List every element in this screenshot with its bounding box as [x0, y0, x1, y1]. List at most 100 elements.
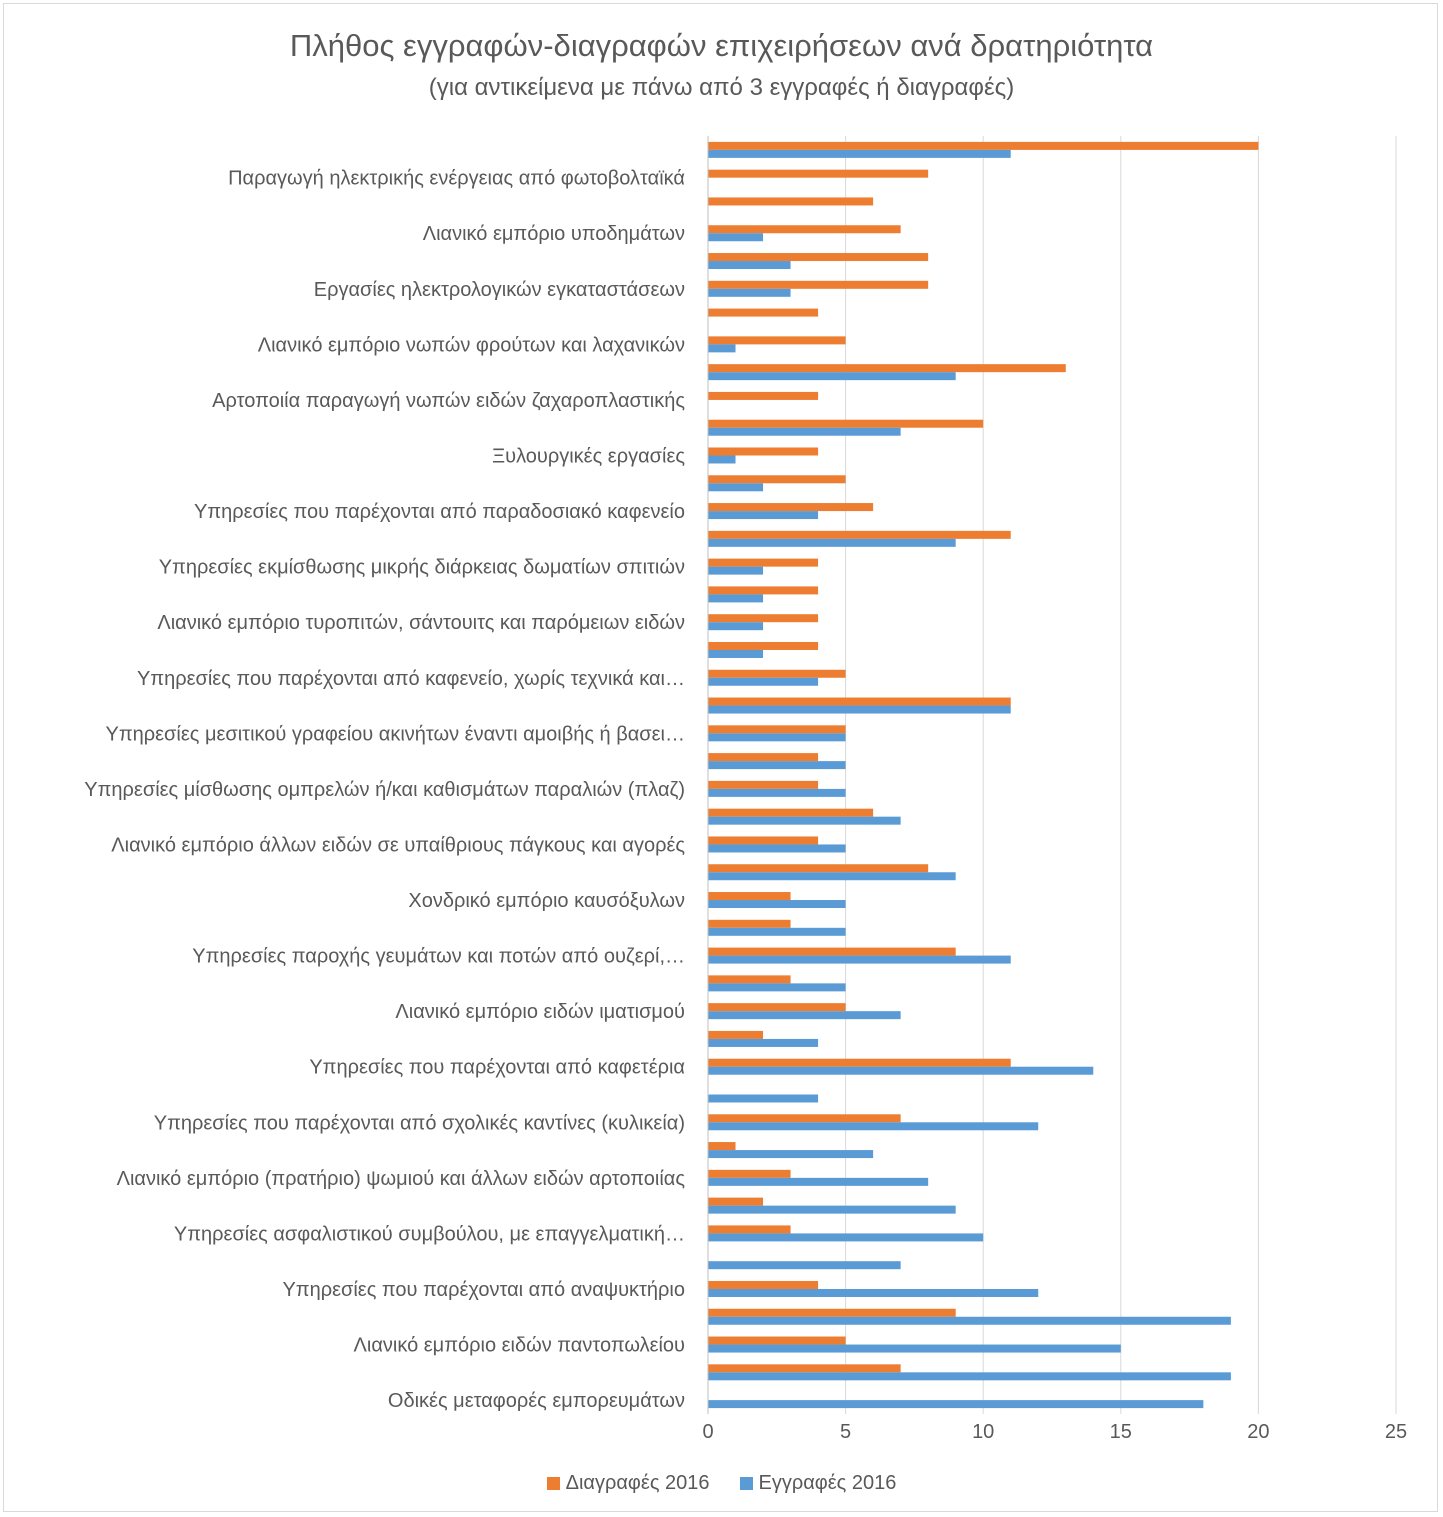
- category-label: Οδικές μεταφορές εμπορευμάτων: [388, 1390, 685, 1412]
- bar-eggrafes: [708, 427, 901, 436]
- category-label: Λιανικό εμπόριο (πρατήριο) ψωμιού και άλ…: [117, 1168, 686, 1190]
- bar-diagrafes: [708, 725, 846, 734]
- bar-diagrafes: [708, 1169, 791, 1178]
- bar-eggrafes: [708, 705, 1011, 714]
- bar-eggrafes: [708, 538, 956, 547]
- bar-diagrafes: [708, 1308, 956, 1317]
- x-tick-label: 0: [702, 1421, 713, 1443]
- category-label: Λιανικό εμπόριο ειδών ιματισμού: [395, 1001, 685, 1023]
- category-label: Αρτοποιία παραγωγή νωπών ειδών ζαχαροπλα…: [212, 390, 685, 412]
- bar-diagrafes: [708, 391, 819, 400]
- bar-diagrafes: [708, 141, 1259, 150]
- bar-eggrafes: [708, 1316, 1231, 1325]
- bar-diagrafes: [708, 780, 819, 789]
- bar-diagrafes: [708, 947, 956, 956]
- bar-eggrafes: [708, 900, 846, 909]
- bar-eggrafes: [708, 649, 764, 658]
- bar-eggrafes: [708, 1233, 984, 1242]
- bar-diagrafes: [708, 1114, 901, 1123]
- bar-diagrafes: [708, 836, 819, 845]
- bar-eggrafes: [708, 677, 819, 686]
- bar-diagrafes: [708, 1197, 764, 1206]
- category-label: Λιανικό εμπόριο άλλων ειδών σε υπαίθριου…: [111, 834, 685, 856]
- chart-legend: Διαγραφές 2016 Εγγραφές 2016: [0, 1472, 1443, 1495]
- category-label: Υπηρεσίες μίσθωσης ομπρελών ή/και καθισμ…: [84, 779, 685, 801]
- category-label: Υπηρεσίες ασφαλιστικού συμβούλου, με επα…: [174, 1223, 685, 1245]
- bar-diagrafes: [708, 753, 819, 762]
- category-label: Λιανικό εμπόριο ειδών παντοπωλείου: [354, 1335, 685, 1357]
- bar-diagrafes: [708, 503, 874, 512]
- bar-diagrafes: [708, 586, 819, 595]
- bar-eggrafes: [708, 1261, 901, 1270]
- bar-diagrafes: [708, 669, 846, 678]
- x-tick-label: 15: [1110, 1421, 1132, 1443]
- bar-eggrafes: [708, 1205, 956, 1214]
- category-label: Υπηρεσίες που παρέχονται από αναψυκτήριο: [282, 1279, 685, 1301]
- bar-eggrafes: [708, 594, 764, 603]
- bar-diagrafes: [708, 280, 929, 289]
- bar-diagrafes: [708, 864, 929, 873]
- x-tick-label: 20: [1247, 1421, 1269, 1443]
- legend-swatch-diagrafes: [546, 1477, 560, 1490]
- bar-eggrafes: [708, 372, 956, 381]
- bar-eggrafes: [708, 1038, 819, 1047]
- bar-eggrafes: [708, 622, 764, 631]
- bar-diagrafes: [708, 558, 819, 567]
- category-label: Λιανικό εμπόριο υποδημάτων: [423, 223, 685, 245]
- bar-eggrafes: [708, 872, 956, 881]
- bar-eggrafes: [708, 788, 846, 797]
- bar-diagrafes: [708, 336, 846, 345]
- category-label: Υπηρεσίες εκμίσθωσης μικρής διάρκειας δω…: [159, 557, 685, 579]
- bar-diagrafes: [708, 1364, 901, 1373]
- category-label: Υπηρεσίες που παρέχονται από καφενείο, χ…: [137, 668, 685, 690]
- bar-diagrafes: [708, 919, 791, 928]
- bar-eggrafes: [708, 1066, 1094, 1075]
- bar-eggrafes: [708, 233, 764, 242]
- legend-item-eggrafes: Εγγραφές 2016: [739, 1472, 897, 1495]
- bar-eggrafes: [708, 455, 736, 464]
- bar-diagrafes: [708, 475, 846, 484]
- bar-diagrafes: [708, 1142, 736, 1151]
- bar-eggrafes: [708, 844, 846, 853]
- bar-diagrafes: [708, 1030, 764, 1039]
- bar-eggrafes: [708, 149, 1011, 158]
- legend-label-eggrafes: Εγγραφές 2016: [758, 1472, 897, 1494]
- legend-item-diagrafes: Διαγραφές 2016: [546, 1472, 710, 1495]
- bar-eggrafes: [708, 927, 846, 936]
- category-label: Λιανικό εμπόριο τυροπιτών, σάντουιτς και…: [157, 612, 685, 634]
- category-label: Παραγωγή ηλεκτρικής ενέργειας από φωτοβο…: [228, 168, 685, 190]
- legend-label-diagrafes: Διαγραφές 2016: [565, 1472, 710, 1494]
- category-label: Υπηρεσίες μεσιτικού γραφείου ακινήτων έν…: [105, 723, 685, 745]
- bar-diagrafes: [708, 364, 1066, 373]
- bar-diagrafes: [708, 697, 1011, 706]
- bar-diagrafes: [708, 530, 1011, 539]
- bar-diagrafes: [708, 1336, 846, 1345]
- bar-diagrafes: [708, 447, 819, 456]
- bar-diagrafes: [708, 1225, 791, 1234]
- bar-eggrafes: [708, 483, 764, 492]
- bar-diagrafes: [708, 892, 791, 901]
- bar-diagrafes: [708, 641, 819, 650]
- bar-eggrafes: [708, 761, 846, 770]
- bar-diagrafes: [708, 1058, 1011, 1067]
- bar-eggrafes: [708, 511, 819, 520]
- category-label: Υπηρεσίες παροχής γευμάτων και ποτών από…: [192, 946, 685, 968]
- bar-diagrafes: [708, 614, 819, 623]
- bar-diagrafes: [708, 1003, 846, 1012]
- bar-eggrafes: [708, 955, 1011, 964]
- bar-eggrafes: [708, 566, 764, 575]
- bar-eggrafes: [708, 983, 846, 992]
- category-label: Ξυλουργικές εργασίες: [492, 446, 685, 468]
- bar-diagrafes: [708, 975, 791, 984]
- bar-eggrafes: [708, 816, 901, 825]
- x-tick-label: 10: [972, 1421, 994, 1443]
- bar-diagrafes: [708, 308, 819, 317]
- bar-diagrafes: [708, 225, 901, 234]
- category-label: Υπηρεσίες που παρέχονται από παραδοσιακό…: [194, 501, 685, 523]
- bar-diagrafes: [708, 808, 874, 817]
- bar-eggrafes: [708, 344, 736, 353]
- category-label: Χονδρικό εμπόριο καυσόξυλων: [408, 890, 685, 912]
- bar-eggrafes: [708, 1400, 1204, 1409]
- bar-eggrafes: [708, 1344, 1121, 1353]
